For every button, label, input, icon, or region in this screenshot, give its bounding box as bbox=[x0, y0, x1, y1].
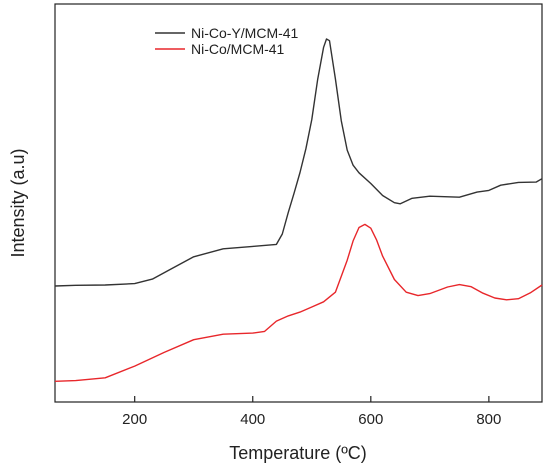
x-axis-title: Temperature (ºC) bbox=[229, 443, 367, 463]
legend-label-1: Ni-Co-Y/MCM-41 bbox=[191, 25, 299, 41]
plot-frame bbox=[54, 3, 543, 403]
plot-area bbox=[54, 3, 543, 403]
series-layer bbox=[54, 38, 543, 382]
x-tick-label: 800 bbox=[476, 411, 501, 428]
series-line-2 bbox=[54, 223, 543, 382]
y-axis-title: Intensity (a.u) bbox=[8, 148, 28, 257]
legend-label-2: Ni-Co/MCM-41 bbox=[191, 41, 285, 57]
x-axis-ticks: 200 400 600 800 bbox=[122, 396, 501, 428]
series-line-1 bbox=[54, 38, 543, 287]
x-tick-label: 400 bbox=[240, 411, 265, 428]
x-tick-label: 600 bbox=[358, 411, 383, 428]
x-tick-label: 200 bbox=[122, 411, 147, 428]
